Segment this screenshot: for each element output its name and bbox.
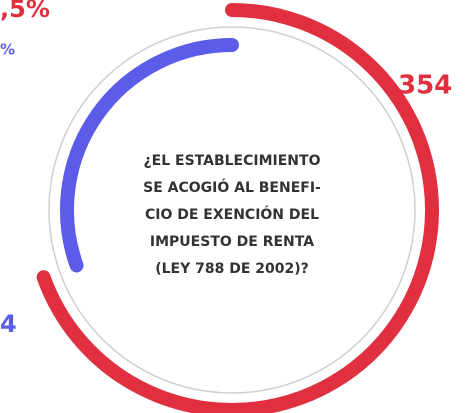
value-label: ,5%	[0, 0, 50, 23]
center-question: (LEY 788 DE 2002)?	[155, 261, 309, 277]
value-label: 354	[398, 71, 452, 101]
arc-segment	[36, 3, 439, 413]
value-label: 4	[0, 310, 17, 338]
center-question: CIO DE EXENCIÓN DEL	[145, 205, 319, 223]
value-label: %	[0, 41, 15, 59]
arc-segment	[60, 38, 239, 273]
center-question: IMPUESTO DE RENTA	[150, 234, 314, 250]
center-question: SE ACOGIÓ AL BENEFI-	[143, 178, 321, 196]
center-question: ¿EL ESTABLECIMIENTO	[144, 153, 321, 169]
guide-circle	[48, 26, 416, 394]
